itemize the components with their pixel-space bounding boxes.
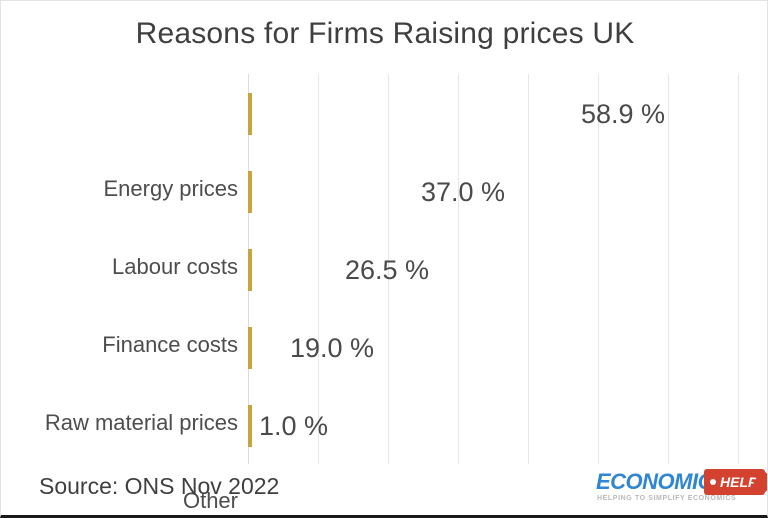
category-label-finance-costs: Finance costs <box>102 332 238 357</box>
logo-tagline: HELPING TO SIMPLIFY ECONOMICS <box>597 495 737 502</box>
bar-value-label: 19.0 % <box>289 333 374 363</box>
page-title: Reasons for Firms Raising prices UK <box>135 17 635 50</box>
category-axis: Energy prices Labour costs Finance costs… <box>1 74 238 513</box>
category-label-energy-prices: Energy prices <box>103 176 238 201</box>
gridline-50 <box>598 74 599 464</box>
category-label-labour-costs: Labour costs <box>112 254 238 279</box>
category-label-other: Other <box>182 488 238 513</box>
source-note: Source: ONS Nov 2022 <box>39 473 280 499</box>
category-label-raw-material-prices: Raw material prices <box>44 410 238 435</box>
gridline-30 <box>458 74 459 464</box>
bar-finance-costs[interactable] <box>248 249 252 291</box>
bar-row[interactable]: 19.0 % <box>248 327 386 369</box>
bar-value-label: 1.0 % <box>259 411 329 441</box>
bar-row[interactable]: 1.0 % <box>248 405 328 447</box>
bar-value-label: 58.9 % <box>580 99 665 129</box>
gridline-20 <box>388 74 389 464</box>
bar-energy-prices[interactable] <box>248 93 252 135</box>
bar-labour-costs[interactable] <box>248 171 252 213</box>
bar-other[interactable] <box>248 405 252 447</box>
bar-raw-material-prices[interactable] <box>248 327 252 369</box>
bar-row[interactable]: 58.9 % <box>248 93 677 135</box>
logo-help-tag: HELP <box>704 469 766 495</box>
gridline-10 <box>318 74 319 464</box>
economics-help-logo[interactable]: ECONOMICS HELP HELPING TO SIMPLIFY ECONO… <box>596 469 766 511</box>
gridline-60 <box>668 74 669 464</box>
logo-wordmark: ECONOMICS <box>596 469 728 494</box>
plot-area: 58.9 % 37.0 % 26.5 % 19.0 % 1.0 % <box>248 74 739 464</box>
gridline-40 <box>528 74 529 464</box>
bar-value-label: 26.5 % <box>344 255 429 285</box>
bar-row[interactable]: 26.5 % <box>248 249 441 291</box>
bar-row[interactable]: 37.0 % <box>248 171 517 213</box>
gridline-70 <box>738 74 739 464</box>
bar-value-label: 37.0 % <box>420 177 505 207</box>
